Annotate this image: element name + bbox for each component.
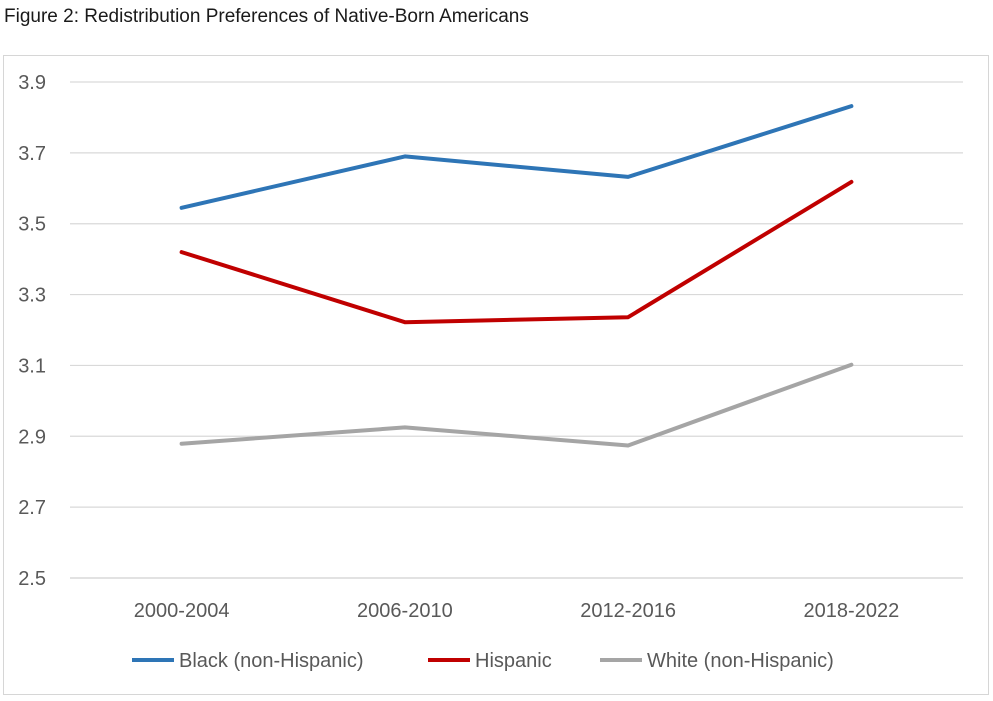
y-tick-label: 3.7: [18, 143, 46, 165]
x-tick-label: 2000-2004: [134, 600, 230, 622]
x-tick-label: 2018-2022: [804, 600, 900, 622]
legend-label: White (non-Hispanic): [647, 650, 834, 672]
x-axis: 2000-2004 2006-2010 2012-2016 2018-2022: [134, 600, 899, 622]
x-tick-label: 2006-2010: [357, 600, 453, 622]
y-tick-label: 2.7: [18, 497, 46, 519]
legend-label: Black (non-Hispanic): [179, 650, 364, 672]
series-lines: [179, 104, 854, 448]
y-tick-label: 3.3: [18, 285, 46, 307]
y-tick-label: 3.5: [18, 214, 46, 236]
y-tick-label: 3.1: [18, 355, 46, 377]
legend-label: Hispanic: [475, 650, 552, 672]
figure-title: Figure 2: Redistribution Preferences of …: [4, 6, 529, 27]
y-tick-label: 2.9: [18, 426, 46, 448]
gridlines: [70, 81, 963, 579]
legend: Black (non-Hispanic) Hispanic White (non-H…: [132, 650, 834, 672]
series-line: [179, 104, 854, 210]
x-tick-label: 2012-2016: [580, 600, 676, 622]
chart-frame: [3, 55, 989, 695]
series-line: [179, 179, 854, 325]
series-line: [179, 362, 854, 448]
y-tick-label: 2.5: [18, 568, 46, 590]
y-axis: 2.5 2.7 2.9 3.1 3.3 3.5 3.7 3.9: [18, 72, 46, 590]
y-tick-label: 3.9: [18, 72, 46, 94]
